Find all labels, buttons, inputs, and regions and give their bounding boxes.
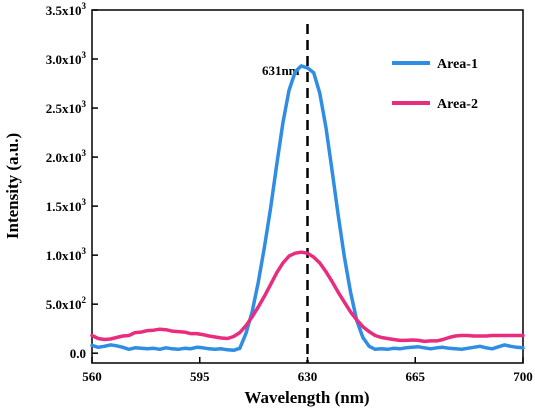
- legend: Area-1 Area-2: [392, 57, 478, 112]
- y-tick-label: 0.0: [70, 346, 86, 361]
- y-axis-title: Intensity (a.u.): [3, 133, 22, 239]
- y-tick-label: 2.5x103: [46, 99, 87, 116]
- y-tick-label: 2.0x103: [46, 148, 87, 165]
- x-tick-label: 700: [513, 369, 533, 384]
- y-axis-ticks: 0.0 5.0x102 1.0x103 1.5x103 2.0x103 2.5x103 3.…: [46, 1, 98, 361]
- series-line-area-1: [90, 64, 525, 353]
- x-tick-label: 665: [406, 369, 426, 384]
- x-tick-label: 630: [298, 369, 318, 384]
- x-axis-title: Wavelength (nm): [244, 388, 369, 407]
- x-tick-label: 560: [82, 369, 102, 384]
- y-tick-label: 1.0x103: [46, 246, 87, 263]
- y-tick-label: 1.5x103: [46, 197, 87, 214]
- peak-annotation: 631nm: [262, 63, 300, 78]
- series-line-area-2: [90, 250, 525, 344]
- legend-label-area-2: Area-2: [437, 97, 478, 112]
- x-axis-ticks: 560 595 630 665 700: [82, 357, 533, 384]
- y-tick-label: 3.5x103: [46, 1, 87, 18]
- series-layer: [90, 64, 525, 353]
- x-tick-label: 595: [190, 369, 210, 384]
- legend-label-area-1: Area-1: [437, 57, 478, 72]
- y-tick-label: 5.0x102: [46, 295, 87, 312]
- y-tick-label: 3.0x103: [46, 50, 87, 67]
